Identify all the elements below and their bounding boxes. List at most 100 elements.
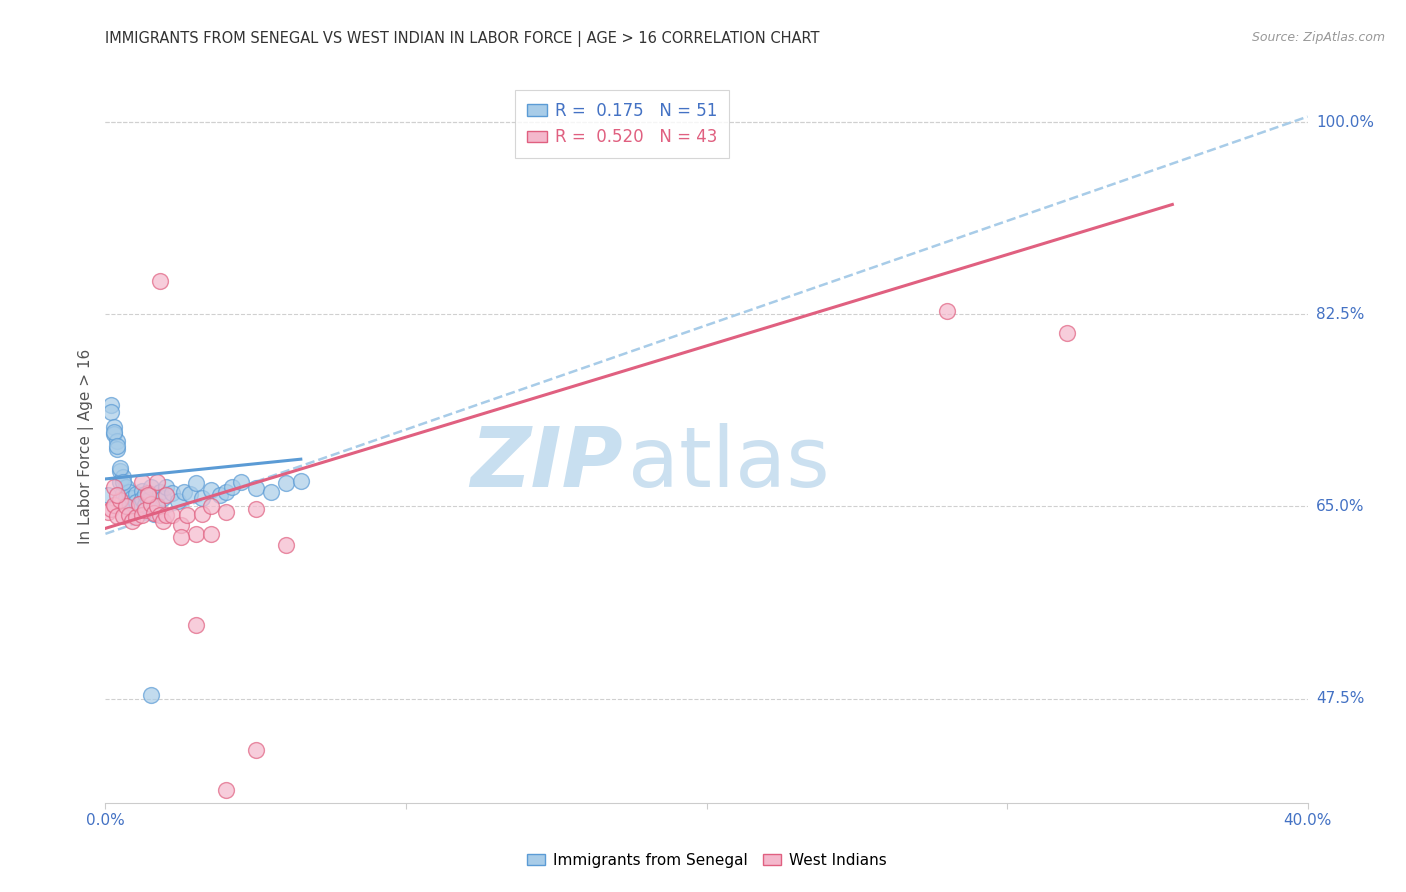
- Point: [245, 481, 267, 495]
- Point: [190, 491, 212, 505]
- Point: [184, 476, 207, 491]
- Point: [107, 434, 129, 448]
- Point: [100, 501, 122, 516]
- Point: [155, 480, 177, 494]
- Point: [110, 475, 132, 490]
- Point: [110, 461, 132, 475]
- Point: [131, 508, 153, 523]
- Point: [136, 488, 159, 502]
- Point: [190, 507, 212, 521]
- Point: [118, 508, 141, 523]
- Point: [160, 508, 183, 523]
- Point: [139, 688, 162, 702]
- Point: [103, 426, 125, 441]
- Point: [134, 487, 156, 501]
- Point: [155, 488, 177, 502]
- Point: [131, 491, 153, 506]
- Text: 47.5%: 47.5%: [1316, 691, 1364, 706]
- Point: [148, 274, 170, 288]
- Point: [245, 501, 267, 516]
- Point: [118, 496, 141, 510]
- Point: [124, 495, 146, 509]
- Point: [131, 475, 153, 490]
- Point: [107, 439, 129, 453]
- Point: [121, 491, 143, 505]
- Point: [200, 500, 222, 514]
- Point: [107, 442, 129, 457]
- Point: [115, 500, 138, 514]
- Point: [184, 526, 207, 541]
- Point: [214, 505, 236, 519]
- Point: [152, 514, 174, 528]
- Point: [229, 475, 252, 490]
- Point: [103, 480, 125, 494]
- Point: [121, 514, 143, 528]
- Point: [112, 469, 135, 483]
- Point: [274, 476, 297, 491]
- Point: [184, 618, 207, 632]
- Point: [118, 485, 141, 500]
- Text: 100.0%: 100.0%: [1316, 115, 1374, 129]
- Point: [142, 506, 165, 520]
- Point: [124, 510, 146, 524]
- Y-axis label: In Labor Force | Age > 16: In Labor Force | Age > 16: [79, 349, 94, 543]
- Point: [131, 483, 153, 498]
- Point: [200, 483, 222, 497]
- Point: [173, 485, 195, 500]
- Point: [103, 498, 125, 512]
- Point: [134, 502, 156, 516]
- Point: [112, 475, 135, 490]
- Point: [155, 508, 177, 523]
- Point: [145, 500, 167, 514]
- Point: [110, 492, 132, 507]
- Point: [97, 488, 120, 502]
- Text: ZIP: ZIP: [470, 424, 623, 504]
- Text: 65.0%: 65.0%: [1316, 499, 1364, 514]
- Point: [221, 480, 243, 494]
- Point: [169, 530, 191, 544]
- Point: [148, 485, 170, 500]
- Point: [274, 538, 297, 552]
- Point: [136, 492, 159, 507]
- Point: [139, 480, 162, 494]
- Point: [103, 425, 125, 439]
- Point: [1056, 326, 1078, 340]
- Point: [112, 509, 135, 524]
- Point: [169, 518, 191, 533]
- Point: [214, 485, 236, 500]
- Point: [128, 497, 150, 511]
- Point: [134, 498, 156, 512]
- Point: [97, 505, 120, 519]
- Legend: Immigrants from Senegal, West Indians: Immigrants from Senegal, West Indians: [517, 844, 896, 877]
- Point: [166, 494, 188, 508]
- Point: [128, 500, 150, 514]
- Point: [245, 743, 267, 757]
- Point: [145, 498, 167, 512]
- Point: [214, 782, 236, 797]
- Point: [142, 507, 165, 521]
- Point: [145, 475, 167, 490]
- Point: [208, 488, 231, 502]
- Point: [103, 420, 125, 434]
- Point: [100, 398, 122, 412]
- Point: [100, 405, 122, 419]
- Point: [176, 508, 198, 523]
- Text: Source: ZipAtlas.com: Source: ZipAtlas.com: [1251, 31, 1385, 45]
- Text: atlas: atlas: [628, 424, 830, 504]
- Point: [148, 508, 170, 523]
- Point: [115, 480, 138, 494]
- Point: [110, 464, 132, 478]
- Text: IMMIGRANTS FROM SENEGAL VS WEST INDIAN IN LABOR FORCE | AGE > 16 CORRELATION CHA: IMMIGRANTS FROM SENEGAL VS WEST INDIAN I…: [105, 31, 820, 47]
- Point: [139, 497, 162, 511]
- Point: [124, 487, 146, 501]
- Point: [260, 485, 283, 500]
- Point: [115, 491, 138, 505]
- Point: [200, 526, 222, 541]
- Point: [290, 474, 312, 488]
- Point: [112, 486, 135, 500]
- Point: [152, 491, 174, 505]
- Point: [107, 509, 129, 524]
- Point: [121, 501, 143, 516]
- Point: [136, 486, 159, 500]
- Point: [179, 487, 201, 501]
